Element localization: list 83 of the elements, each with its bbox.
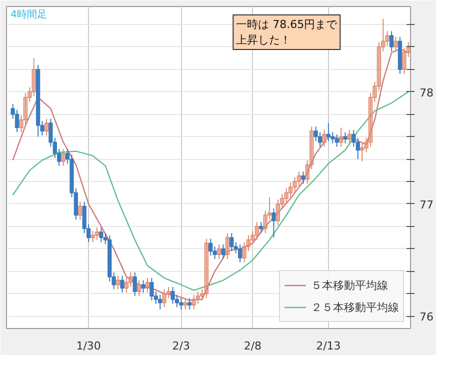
candlestick — [334, 134, 339, 148]
x-tick-label: 2/13 — [316, 340, 341, 352]
candlestick — [347, 129, 352, 144]
candlestick — [174, 294, 180, 308]
line-series — [12, 91, 409, 291]
candlestick — [150, 278, 154, 301]
candlestick — [32, 58, 36, 97]
candlestick — [145, 278, 150, 294]
candlestick — [301, 170, 306, 184]
candlestick — [162, 288, 166, 308]
candlestick — [136, 280, 142, 296]
x-tick-label: 2/3 — [172, 340, 190, 352]
candlestick — [254, 221, 259, 240]
candlestick — [280, 193, 284, 209]
candlestick — [116, 275, 120, 290]
candlestick — [322, 129, 326, 148]
candlestick — [389, 30, 394, 52]
candlestick — [19, 114, 24, 133]
candlestick — [326, 122, 331, 142]
candlestick — [292, 176, 297, 192]
candlestick — [124, 278, 129, 294]
candlestick — [288, 182, 293, 198]
candlestick — [267, 196, 272, 220]
candlestick — [364, 137, 368, 153]
candlestick — [183, 298, 188, 310]
candlestick — [259, 221, 264, 234]
candlestick — [141, 280, 146, 294]
candlestick — [394, 36, 398, 52]
candlestick — [368, 92, 373, 148]
candlestick — [272, 208, 276, 238]
y-tick-label: 78 — [420, 86, 434, 100]
candlestick — [208, 238, 213, 256]
candlestick — [28, 86, 32, 102]
y-tick-label: 76 — [420, 310, 434, 324]
y-tick-label: 77 — [420, 198, 434, 212]
candlestick — [200, 288, 204, 301]
candlestick — [170, 286, 175, 304]
candlestick — [196, 290, 200, 304]
candlestick — [94, 227, 100, 240]
candlestick — [61, 148, 66, 166]
x-tick-label: 1/30 — [76, 340, 101, 352]
candlestick — [44, 118, 49, 136]
candlestick — [166, 286, 171, 299]
candlestick — [305, 160, 310, 184]
candlestick — [284, 188, 288, 204]
chart-title: 4時間足 — [10, 8, 47, 20]
candlestick — [276, 198, 280, 226]
legend-label: ２５本移動平均線 — [311, 300, 399, 314]
annotation: 一時は 78.65円まで上昇した！ — [236, 18, 338, 46]
candlestick — [128, 272, 133, 288]
candlestick — [338, 127, 344, 148]
candlestick — [356, 137, 360, 160]
candlestick — [179, 298, 184, 310]
candlestick — [158, 294, 162, 310]
candlestick — [132, 272, 137, 296]
candlestick — [216, 244, 222, 260]
candlestick — [221, 244, 226, 260]
candlestick — [372, 81, 377, 102]
candlestick — [402, 48, 406, 74]
candlestick — [343, 132, 348, 144]
candlestick — [225, 232, 230, 260]
candlestick — [250, 230, 255, 245]
candlestick — [204, 238, 208, 299]
candlestick — [90, 230, 95, 243]
x-tick-label: 2/8 — [244, 340, 262, 352]
legend-label: ５本移動平均線 — [311, 278, 388, 292]
candlestick — [246, 234, 251, 252]
candlestick — [242, 242, 246, 263]
candlestick — [192, 294, 196, 310]
candlestick — [385, 30, 390, 46]
candlestick — [238, 244, 242, 263]
candlestick — [376, 42, 382, 92]
candlestick — [78, 201, 82, 220]
candlestick — [263, 210, 268, 234]
candlestick — [120, 275, 124, 294]
candlestick — [296, 170, 302, 187]
candlestick — [99, 227, 104, 243]
candlestick — [230, 232, 234, 252]
candlestick — [310, 126, 314, 170]
candlestick — [23, 92, 28, 125]
candlestick — [381, 18, 386, 52]
candlestick — [360, 142, 364, 162]
candlestick — [187, 298, 192, 310]
